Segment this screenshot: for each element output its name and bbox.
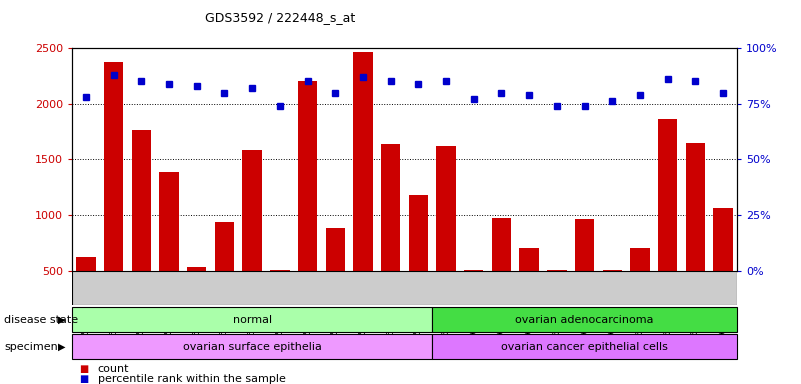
Bar bbox=[492, 218, 511, 271]
Bar bbox=[464, 270, 484, 271]
Bar bbox=[433, 334, 737, 359]
Bar bbox=[658, 119, 678, 271]
Bar bbox=[187, 267, 207, 271]
Bar bbox=[381, 144, 400, 271]
Bar bbox=[131, 131, 151, 271]
Bar bbox=[243, 151, 262, 271]
Text: GDS3592 / 222448_s_at: GDS3592 / 222448_s_at bbox=[205, 12, 356, 25]
Bar bbox=[547, 270, 566, 271]
Text: count: count bbox=[98, 364, 129, 374]
Bar bbox=[325, 228, 345, 271]
Text: specimen: specimen bbox=[4, 341, 58, 352]
Bar bbox=[575, 220, 594, 271]
Text: percentile rank within the sample: percentile rank within the sample bbox=[98, 374, 286, 384]
Text: ovarian surface epithelia: ovarian surface epithelia bbox=[183, 341, 321, 352]
Bar bbox=[159, 172, 179, 271]
Bar bbox=[630, 248, 650, 271]
Bar bbox=[686, 143, 705, 271]
Bar bbox=[215, 222, 234, 271]
Bar bbox=[72, 334, 433, 359]
Text: ovarian cancer epithelial cells: ovarian cancer epithelial cells bbox=[501, 341, 668, 352]
Text: ■: ■ bbox=[80, 364, 92, 374]
Bar bbox=[104, 63, 123, 271]
Bar bbox=[353, 53, 372, 271]
Bar bbox=[270, 270, 289, 271]
Bar bbox=[520, 248, 539, 271]
Text: ▶: ▶ bbox=[58, 314, 66, 325]
Text: ■: ■ bbox=[80, 374, 92, 384]
Bar bbox=[714, 209, 733, 271]
Text: normal: normal bbox=[232, 314, 272, 325]
Text: ovarian adenocarcinoma: ovarian adenocarcinoma bbox=[515, 314, 654, 325]
Text: ▶: ▶ bbox=[58, 341, 66, 352]
Bar bbox=[437, 146, 456, 271]
Bar bbox=[409, 195, 428, 271]
Text: disease state: disease state bbox=[4, 314, 78, 325]
Bar bbox=[72, 307, 433, 332]
Bar bbox=[433, 307, 737, 332]
Bar bbox=[602, 270, 622, 271]
Bar bbox=[298, 81, 317, 271]
Bar bbox=[76, 257, 95, 271]
